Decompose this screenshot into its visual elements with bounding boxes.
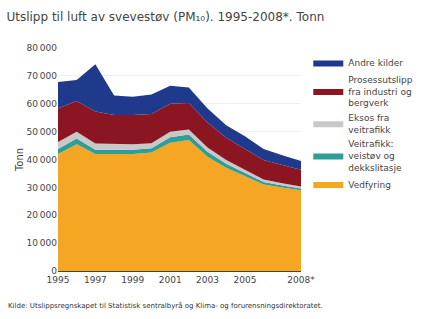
svg-text:Eksos fraveitrafikk: Eksos fraveitrafikk xyxy=(348,113,391,135)
svg-text:Veitrafikk:veistøv ogdekkslita: Veitrafikk:veistøv ogdekkslitasje xyxy=(348,139,402,172)
svg-text:Kilde: Utslippsregnskapet til: Kilde: Utslippsregnskapet til Statistisk… xyxy=(8,301,323,310)
svg-text:Andre kilder: Andre kilder xyxy=(348,58,403,68)
svg-text:Utslipp til luft av svevestøv: Utslipp til luft av svevestøv (PM₁₀). 19… xyxy=(6,10,324,24)
svg-text:1999: 1999 xyxy=(121,275,144,285)
svg-text:2001: 2001 xyxy=(159,275,182,285)
svg-text:1997: 1997 xyxy=(84,275,107,285)
svg-text:50 000: 50 000 xyxy=(27,127,58,137)
svg-text:60 000: 60 000 xyxy=(27,99,58,109)
svg-text:10 000: 10 000 xyxy=(27,238,58,248)
svg-text:20 000: 20 000 xyxy=(27,210,58,220)
svg-text:Prosessutslippfra industri ogb: Prosessutslippfra industri ogbergverk xyxy=(348,75,413,108)
svg-text:40 000: 40 000 xyxy=(27,155,58,165)
svg-text:0: 0 xyxy=(51,266,57,276)
svg-text:80 000: 80 000 xyxy=(27,43,58,53)
svg-text:Vedfyring: Vedfyring xyxy=(348,180,391,190)
svg-text:2008*: 2008* xyxy=(287,275,315,285)
svg-text:2003: 2003 xyxy=(196,275,219,285)
svg-text:70 000: 70 000 xyxy=(27,71,58,81)
svg-text:1995: 1995 xyxy=(47,275,70,285)
svg-text:30 000: 30 000 xyxy=(27,183,58,193)
svg-text:Tonn: Tonn xyxy=(14,148,25,172)
svg-text:2005: 2005 xyxy=(233,275,256,285)
